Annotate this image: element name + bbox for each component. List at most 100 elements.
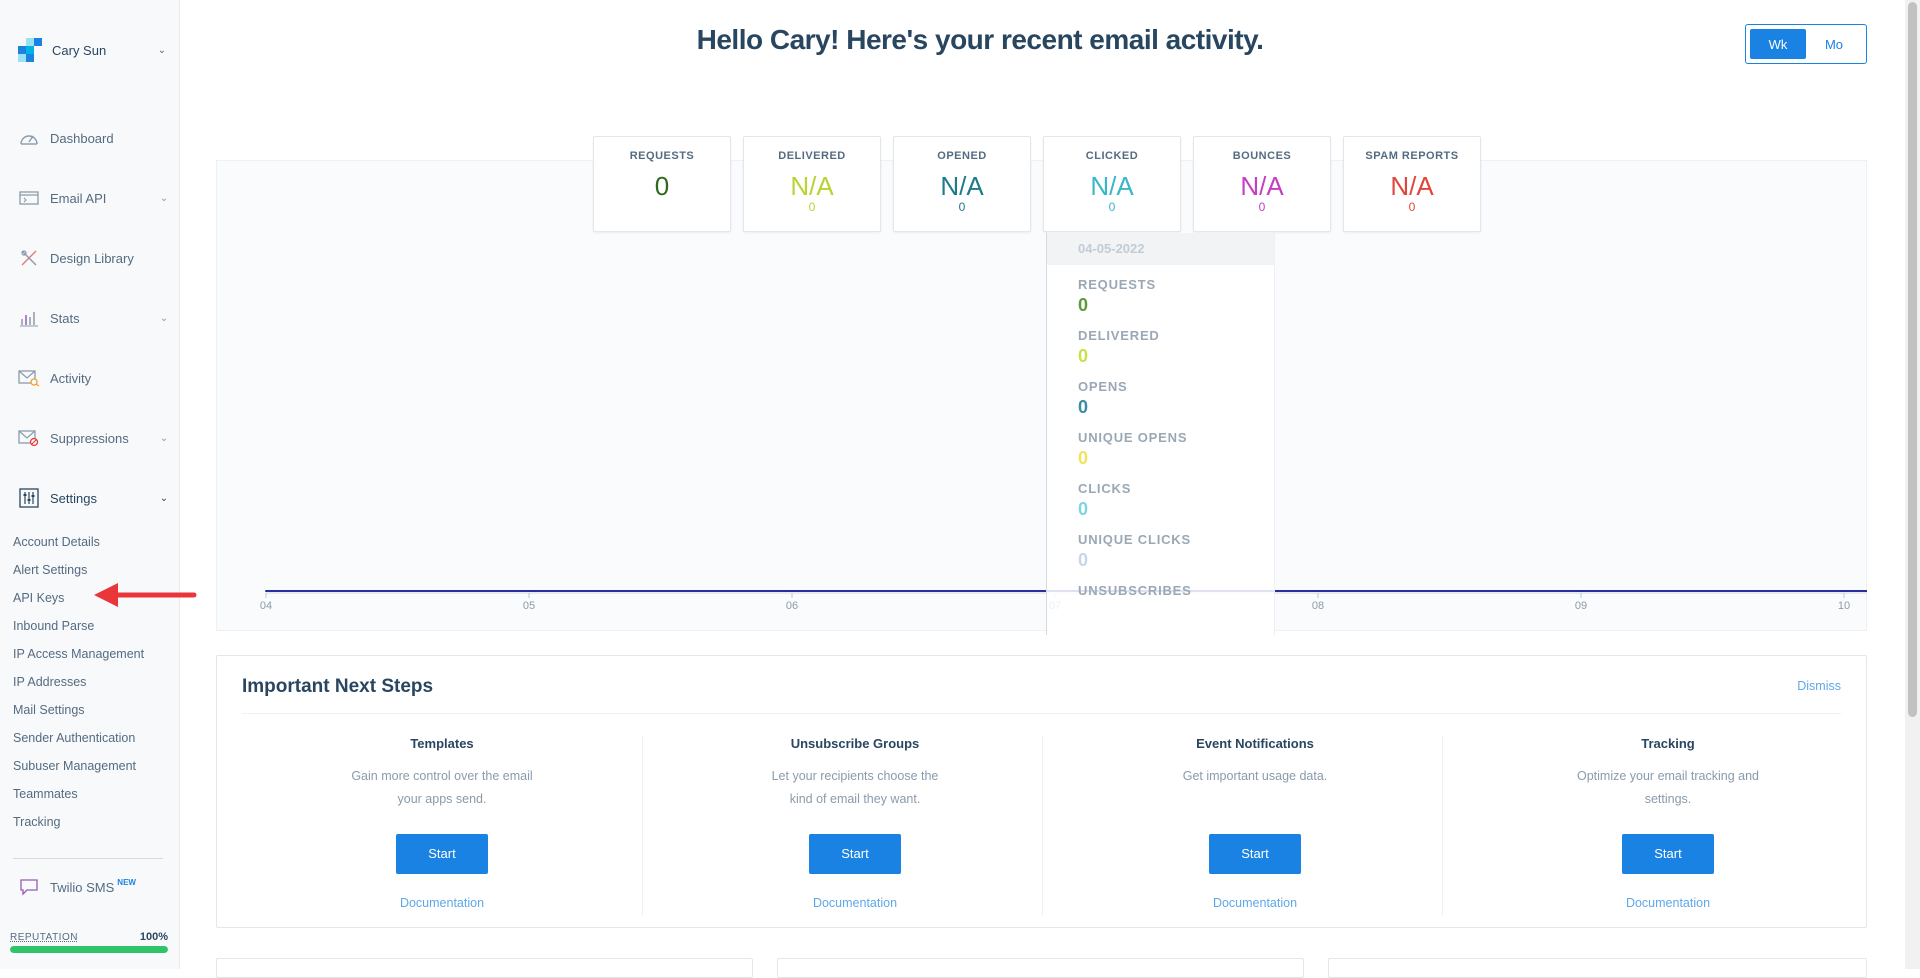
envelope-block-icon bbox=[18, 427, 40, 449]
chevron-down-icon: ⌄ bbox=[159, 492, 169, 504]
stat-card-requests[interactable]: REQUESTS 0 bbox=[593, 136, 731, 232]
nav-stats[interactable]: Stats ⌄ bbox=[18, 304, 170, 332]
tooltip-row-label: REQUESTS bbox=[1078, 277, 1156, 292]
bar-chart-icon bbox=[18, 307, 40, 329]
settings-teammates[interactable]: Teammates bbox=[13, 787, 78, 801]
documentation-link[interactable]: Documentation bbox=[1212, 896, 1298, 910]
stat-value: N/A bbox=[940, 171, 984, 201]
month-toggle-button[interactable]: Mo bbox=[1824, 36, 1844, 52]
stat-card-opened[interactable]: OPENED N/A 0 bbox=[893, 136, 1031, 232]
tooltip-row: UNSUBSCRIBES bbox=[1047, 583, 1274, 598]
nav-dashboard-label: Dashboard bbox=[50, 130, 114, 146]
start-button[interactable]: Start bbox=[1622, 834, 1714, 874]
settings-inbound-parse[interactable]: Inbound Parse bbox=[13, 619, 95, 633]
tooltip-row-value: 0 bbox=[1078, 397, 1089, 417]
settings-alert-settings[interactable]: Alert Settings bbox=[13, 563, 88, 577]
stat-card-clicked[interactable]: CLICKED N/A 0 bbox=[1043, 136, 1181, 232]
documentation-link[interactable]: Documentation bbox=[1625, 896, 1711, 910]
tooltip-row-label: UNIQUE CLICKS bbox=[1078, 532, 1191, 547]
nav-activity[interactable]: Activity bbox=[18, 364, 170, 392]
tooltip-row-value: 0 bbox=[1078, 346, 1089, 366]
dismiss-link[interactable]: Dismiss bbox=[1797, 679, 1841, 693]
settings-mail-settings[interactable]: Mail Settings bbox=[13, 703, 85, 717]
nav-dashboard[interactable]: Dashboard bbox=[18, 124, 170, 152]
tooltip-row-label: OPENS bbox=[1078, 379, 1128, 394]
sidebar: Cary Sun ⌄ Dashboard Email API ⌄ Design … bbox=[0, 0, 180, 969]
settings-tracking[interactable]: Tracking bbox=[13, 815, 61, 829]
bottom-card bbox=[216, 958, 753, 978]
data-point[interactable] bbox=[1843, 590, 1845, 592]
nav-suppressions[interactable]: Suppressions ⌄ bbox=[18, 424, 170, 452]
next-step-unsubscribe-groups: Unsubscribe Groups Let your recipients ch… bbox=[655, 736, 1055, 910]
nav-stats-label: Stats bbox=[50, 310, 80, 326]
chevron-down-icon: ⌄ bbox=[159, 192, 169, 204]
nav-email-api[interactable]: Email API ⌄ bbox=[18, 184, 170, 212]
nav-design-library[interactable]: Design Library bbox=[18, 244, 170, 272]
stat-title: DELIVERED bbox=[778, 150, 846, 162]
next-step-title: Templates bbox=[410, 736, 474, 751]
x-tick-label: 06 bbox=[786, 600, 798, 612]
documentation-link[interactable]: Documentation bbox=[399, 896, 485, 910]
reputation-label[interactable]: REPUTATION bbox=[10, 932, 78, 943]
settings-subuser-management[interactable]: Subuser Management bbox=[13, 759, 136, 773]
data-point[interactable] bbox=[1580, 590, 1582, 592]
sidebar-divider bbox=[13, 858, 163, 859]
stat-title: SPAM REPORTS bbox=[1365, 150, 1459, 162]
stat-sub-value: 0 bbox=[1258, 200, 1266, 214]
next-step-separator bbox=[642, 736, 643, 916]
reputation-value: 100% bbox=[139, 931, 168, 943]
next-steps-divider bbox=[242, 713, 1841, 714]
page-scrollbar[interactable] bbox=[1905, 0, 1920, 969]
week-toggle-button[interactable]: Wk bbox=[1750, 29, 1806, 59]
reputation-bar-fill bbox=[10, 946, 168, 953]
settings-api-keys[interactable]: API Keys bbox=[13, 591, 65, 605]
tooltip-row: REQUESTS 0 bbox=[1047, 277, 1274, 316]
chat-bubble-icon bbox=[18, 876, 40, 898]
stat-card-spam-reports[interactable]: SPAM REPORTS N/A 0 bbox=[1343, 136, 1481, 232]
documentation-link[interactable]: Documentation bbox=[812, 896, 898, 910]
nav-settings[interactable]: Settings ⌄ bbox=[18, 484, 170, 512]
next-step-description: Let your recipients choose the kind of e… bbox=[771, 769, 939, 806]
data-point[interactable] bbox=[528, 590, 530, 592]
settings-ip-access-management[interactable]: IP Access Management bbox=[13, 647, 145, 661]
data-point[interactable] bbox=[791, 590, 793, 592]
reputation-bar bbox=[10, 946, 168, 953]
data-point[interactable] bbox=[1317, 590, 1319, 592]
stat-value: N/A bbox=[1090, 171, 1134, 201]
next-step-title: Unsubscribe Groups bbox=[790, 736, 920, 751]
nav-twilio-sms[interactable]: Twilio SMS NEW bbox=[18, 876, 136, 898]
next-step-separator bbox=[1042, 736, 1043, 916]
chevron-down-icon: ⌄ bbox=[157, 44, 167, 56]
start-button[interactable]: Start bbox=[396, 834, 488, 874]
bottom-card bbox=[1328, 958, 1867, 978]
nav-activity-label: Activity bbox=[50, 370, 92, 386]
settings-sender-authentication[interactable]: Sender Authentication bbox=[13, 731, 136, 745]
account-switcher[interactable]: Cary Sun ⌄ bbox=[18, 38, 168, 62]
gauge-icon bbox=[18, 127, 40, 149]
scrollbar-thumb[interactable] bbox=[1908, 2, 1917, 717]
tooltip-row-value: 0 bbox=[1078, 448, 1089, 468]
tooltip-row: OPENS 0 bbox=[1047, 379, 1274, 418]
stat-sub-value: 0 bbox=[1108, 200, 1116, 214]
settings-ip-addresses[interactable]: IP Addresses bbox=[13, 675, 87, 689]
next-step-title: Tracking bbox=[1641, 736, 1695, 751]
stat-card-bounces[interactable]: BOUNCES N/A 0 bbox=[1193, 136, 1331, 232]
tooltip-row: UNIQUE CLICKS 0 bbox=[1047, 532, 1274, 571]
stat-card-delivered[interactable]: DELIVERED N/A 0 bbox=[743, 136, 881, 232]
settings-account-details[interactable]: Account Details bbox=[13, 535, 100, 549]
stat-sub-value: 0 bbox=[958, 200, 966, 214]
start-button[interactable]: Start bbox=[1209, 834, 1301, 874]
next-step-description: Gain more control over the email your ap… bbox=[351, 769, 533, 806]
nav-email-api-label: Email API bbox=[50, 190, 107, 206]
tooltip-row-label: DELIVERED bbox=[1078, 328, 1160, 343]
tooltip-row-label: UNIQUE OPENS bbox=[1078, 430, 1188, 445]
stat-value: 0 bbox=[654, 171, 670, 201]
data-point[interactable] bbox=[265, 590, 267, 592]
stat-title: REQUESTS bbox=[629, 150, 695, 162]
tooltip-row-value: 0 bbox=[1078, 499, 1089, 519]
x-tick-label: 05 bbox=[523, 600, 535, 612]
next-steps-title: Important Next Steps bbox=[242, 676, 434, 697]
start-button[interactable]: Start bbox=[809, 834, 901, 874]
next-step-event-notifications: Event Notifications Get important usage d… bbox=[1055, 736, 1455, 910]
period-toggle: Wk Mo bbox=[1745, 24, 1867, 64]
